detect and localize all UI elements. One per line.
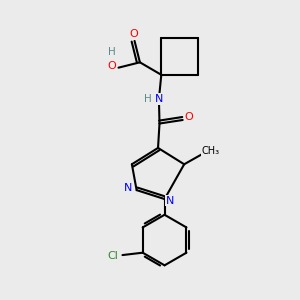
Text: O: O (130, 29, 138, 39)
Text: Cl: Cl (107, 251, 118, 261)
Text: N: N (155, 94, 164, 104)
Text: H: H (108, 47, 116, 57)
Text: CH₃: CH₃ (202, 146, 220, 157)
Text: O: O (108, 61, 116, 71)
Text: N: N (124, 183, 133, 193)
Text: H: H (144, 94, 152, 104)
Text: O: O (185, 112, 194, 122)
Text: N: N (166, 196, 174, 206)
